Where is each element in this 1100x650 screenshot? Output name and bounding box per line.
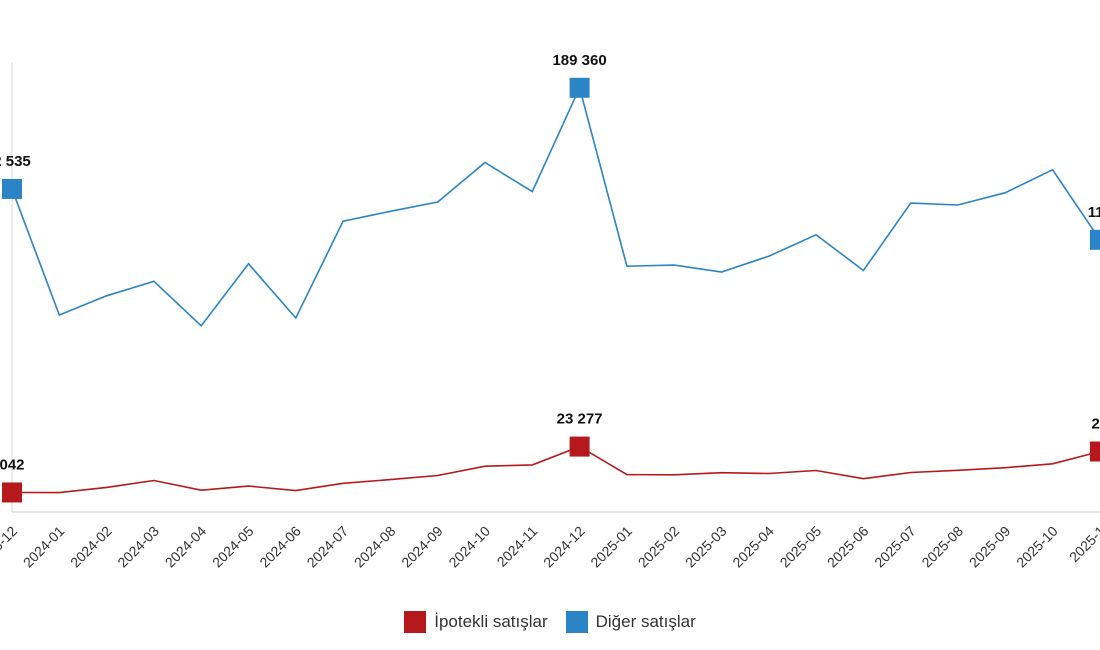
legend: İpotekli satışlar Diğer satışlar	[0, 611, 1100, 633]
data-marker-1[interactable]	[569, 436, 590, 457]
line-chart: 3-12 2024-01 2024-02 2024-03 2024-04 2024-05 2…	[0, 52, 1100, 571]
data-marker-0[interactable]	[2, 482, 22, 503]
x-tick-label: 2025-08	[918, 523, 966, 571]
x-tick-label: 2024-12	[540, 523, 588, 571]
legend-label-diger: Diğer satışlar	[595, 612, 696, 631]
x-tick-label: 2024-06	[256, 523, 304, 571]
x-tick-label: 2025-07	[871, 523, 919, 571]
x-tick-labels: 3-12 2024-01 2024-02 2024-03 2024-04 2024-05 2…	[0, 523, 1100, 571]
data-marker-3[interactable]	[2, 178, 22, 199]
x-tick-label: 2024-09	[398, 523, 446, 571]
x-tick-label: 2024-07	[304, 523, 352, 571]
series-line-0	[11, 445, 1100, 494]
x-tick-label: 2024-08	[351, 523, 399, 571]
series-layer	[2, 77, 1100, 503]
x-tick-label: 2024-11	[494, 523, 541, 570]
data-label-1: 23 277	[557, 411, 603, 428]
data-labels: 042 23 277 21 2 535 189 360 119	[0, 52, 1100, 474]
data-marker-5[interactable]	[1089, 229, 1100, 250]
x-tick-label: 2025-09	[966, 523, 1014, 571]
legend-label-ipotekli: İpotekli satışlar	[434, 612, 548, 631]
series-line-1	[11, 85, 1100, 327]
data-label-5: 119	[1088, 204, 1100, 221]
data-marker-2[interactable]	[1089, 441, 1100, 462]
x-tick-label: 2025-10	[1013, 523, 1061, 571]
x-tick-label: 2025-1	[1066, 523, 1100, 565]
legend-swatch-diger	[565, 611, 588, 633]
x-tick-label: 2025-06	[824, 523, 872, 571]
legend-item-ipotekli[interactable]: İpotekli satışlar	[404, 611, 548, 633]
data-label-2: 21	[1092, 416, 1100, 433]
x-tick-label: 2025-04	[729, 523, 777, 571]
x-tick-label: 2024-04	[162, 523, 210, 571]
x-tick-label: 2025-01	[587, 523, 635, 571]
data-label-4: 189 360	[552, 52, 606, 69]
legend-item-diger[interactable]: Diğer satışlar	[565, 611, 696, 633]
data-marker-4[interactable]	[569, 77, 590, 98]
x-tick-label: 2024-05	[209, 523, 257, 571]
x-tick-label: 2024-03	[114, 523, 162, 571]
x-tick-label: 2025-02	[635, 523, 683, 571]
x-tick-label: 2025-03	[682, 523, 730, 571]
x-tick-label: 2025-05	[777, 523, 825, 571]
x-tick-label: 2024-01	[20, 523, 68, 571]
legend-swatch-ipotekli	[404, 611, 427, 633]
x-tick-label: 2024-02	[67, 523, 115, 571]
data-label-0: 042	[0, 456, 25, 473]
data-label-3: 2 535	[0, 153, 31, 170]
x-tick-label: 3-12	[0, 523, 20, 554]
x-tick-label: 2024-10	[445, 523, 493, 571]
